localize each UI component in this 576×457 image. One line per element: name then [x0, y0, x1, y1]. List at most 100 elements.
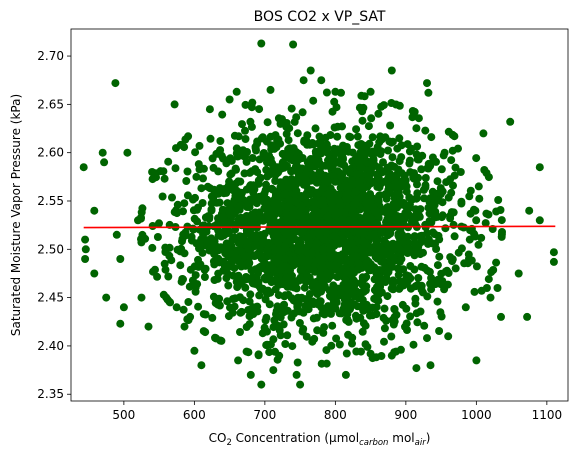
data-point [421, 126, 430, 135]
data-point [388, 277, 397, 286]
data-point [450, 171, 459, 180]
data-point [159, 167, 168, 176]
trend-line-group [83, 225, 556, 229]
data-point [269, 335, 278, 344]
data-point [348, 288, 357, 297]
data-point [283, 202, 291, 211]
data-point [493, 284, 502, 292]
data-point [435, 252, 444, 261]
data-point [313, 326, 322, 335]
data-point [155, 219, 163, 228]
data-point [191, 193, 199, 202]
data-point [178, 275, 187, 283]
data-point [223, 199, 232, 208]
data-point [181, 231, 190, 240]
data-point [223, 263, 231, 272]
data-point [148, 175, 157, 184]
data-point [312, 239, 321, 248]
data-point [235, 278, 244, 287]
data-point [278, 159, 287, 168]
data-point [215, 198, 224, 207]
data-point [328, 321, 337, 330]
data-point [263, 118, 272, 127]
data-point [389, 239, 397, 248]
data-point [274, 205, 283, 214]
data-point [309, 96, 318, 105]
data-point [437, 165, 446, 174]
data-point [296, 274, 304, 283]
data-point [119, 303, 128, 312]
data-point [474, 240, 483, 249]
data-point [299, 180, 308, 189]
data-point [299, 213, 308, 222]
data-point [352, 347, 361, 356]
data-point [417, 262, 426, 271]
data-point [392, 100, 400, 109]
data-point [137, 235, 145, 244]
data-point [332, 334, 341, 343]
data-point [379, 158, 387, 167]
data-point [358, 327, 367, 336]
data-point [423, 164, 432, 173]
data-point [274, 114, 283, 123]
data-point [276, 218, 285, 226]
data-point [293, 236, 302, 245]
data-point [397, 169, 406, 178]
data-point [319, 305, 328, 314]
data-point [329, 290, 338, 299]
data-point [242, 157, 251, 166]
data-point [363, 342, 372, 351]
data-point [409, 173, 418, 182]
data-point [304, 139, 313, 148]
data-point [191, 148, 200, 157]
data-point [355, 179, 364, 187]
data-point [237, 216, 246, 225]
data-point [226, 303, 234, 312]
data-point [484, 275, 493, 284]
data-point [279, 320, 288, 329]
data-point [479, 129, 488, 138]
data-point [377, 227, 386, 236]
data-point [395, 277, 404, 286]
data-point [201, 310, 210, 319]
data-point [416, 250, 425, 259]
data-point [281, 190, 290, 199]
y-tick-label: 2.50 [37, 242, 64, 256]
plot-frame [70, 28, 569, 402]
data-point [319, 235, 328, 244]
data-point [269, 366, 278, 375]
data-point [489, 266, 498, 274]
data-point [314, 139, 323, 148]
data-point [283, 331, 292, 340]
data-point [224, 281, 233, 290]
y-tick-label: 2.70 [37, 49, 64, 63]
data-point [153, 233, 162, 241]
data-point [229, 233, 238, 242]
data-point [190, 282, 199, 291]
data-point [258, 191, 267, 200]
data-point [232, 165, 240, 174]
data-point [303, 188, 312, 197]
data-point [247, 224, 255, 233]
data-point [472, 262, 481, 271]
data-point [428, 199, 436, 208]
data-point [401, 279, 410, 288]
data-point [264, 239, 273, 247]
data-point [237, 247, 246, 256]
data-point [311, 124, 320, 133]
data-point [477, 233, 486, 242]
data-point [403, 140, 412, 149]
data-point [148, 168, 157, 176]
data-point [446, 253, 455, 262]
data-point [189, 206, 198, 215]
data-point [171, 164, 180, 173]
data-point [274, 168, 283, 177]
data-point [200, 265, 209, 274]
data-point [271, 267, 280, 276]
data-point [374, 290, 383, 299]
data-point [213, 300, 222, 309]
data-point [306, 155, 315, 163]
data-point [481, 219, 490, 228]
data-point [316, 172, 325, 180]
data-point [372, 310, 381, 319]
